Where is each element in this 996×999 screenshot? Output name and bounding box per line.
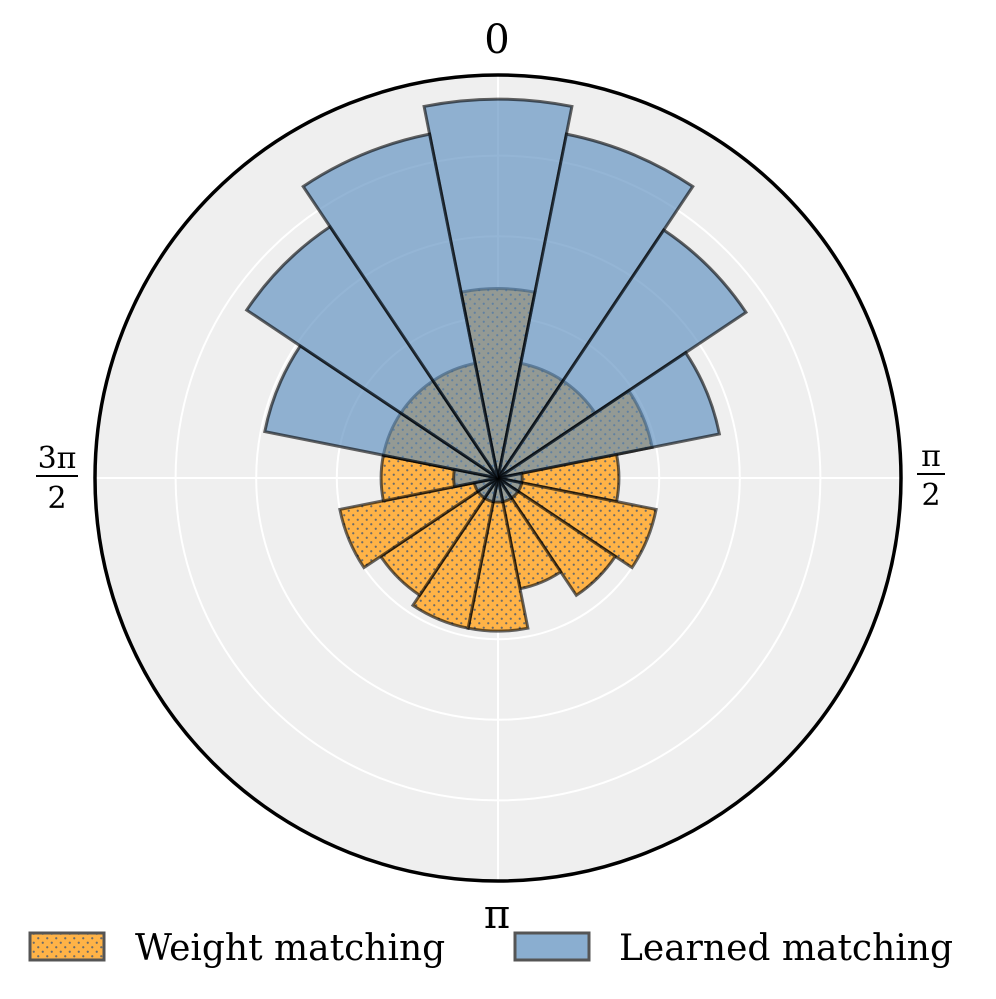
- weight-matching-bar-11: [338, 476, 499, 570]
- theta-label-right-numerator: π: [921, 439, 941, 474]
- learned-matching-bar-14: [244, 224, 500, 480]
- legend-swatch-learned-matching: [513, 931, 591, 962]
- theta-label-top: 0: [484, 17, 509, 63]
- learned-matching-bar-15: [301, 132, 500, 479]
- learned-matching-bars: [244, 97, 749, 504]
- theta-label-bottom: π: [484, 892, 510, 938]
- theta-label-right-denominator: 2: [921, 478, 940, 513]
- legend-item-learned-matching: Learned matching: [513, 928, 953, 969]
- legend-label-weight-matching: Weight matching: [135, 928, 445, 969]
- theta-label-left-denominator: 2: [47, 481, 66, 516]
- weight-matching-bar-5: [497, 476, 658, 570]
- legend-swatch-weight-matching: [28, 931, 106, 962]
- legend-item-weight-matching: Weight matching: [28, 928, 445, 969]
- theta-label-right: π 2: [917, 439, 945, 513]
- legend: Weight matching Learned matching: [28, 928, 953, 969]
- learned-matching-bar-2: [496, 227, 749, 480]
- learned-matching-bar-1: [496, 132, 695, 479]
- legend-label-learned-matching: Learned matching: [619, 928, 953, 969]
- theta-label-left-numerator: 3π: [38, 441, 77, 476]
- learned-matching-bar-3: [497, 350, 722, 480]
- weight-matching-bar-9: [410, 477, 500, 630]
- weight-matching-bar-6: [496, 476, 618, 598]
- theta-label-left: 3π 2: [36, 441, 78, 516]
- learned-matching-bar-0: [422, 97, 574, 479]
- polar-outline: [93, 73, 903, 883]
